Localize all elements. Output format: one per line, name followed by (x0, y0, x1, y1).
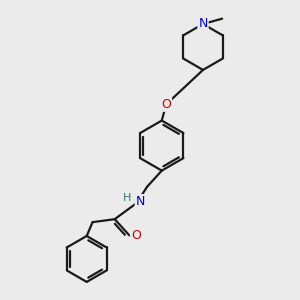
Text: N: N (198, 17, 208, 31)
Text: H: H (123, 193, 131, 203)
Text: O: O (161, 98, 171, 111)
Text: N: N (136, 195, 145, 208)
Text: O: O (131, 229, 141, 242)
